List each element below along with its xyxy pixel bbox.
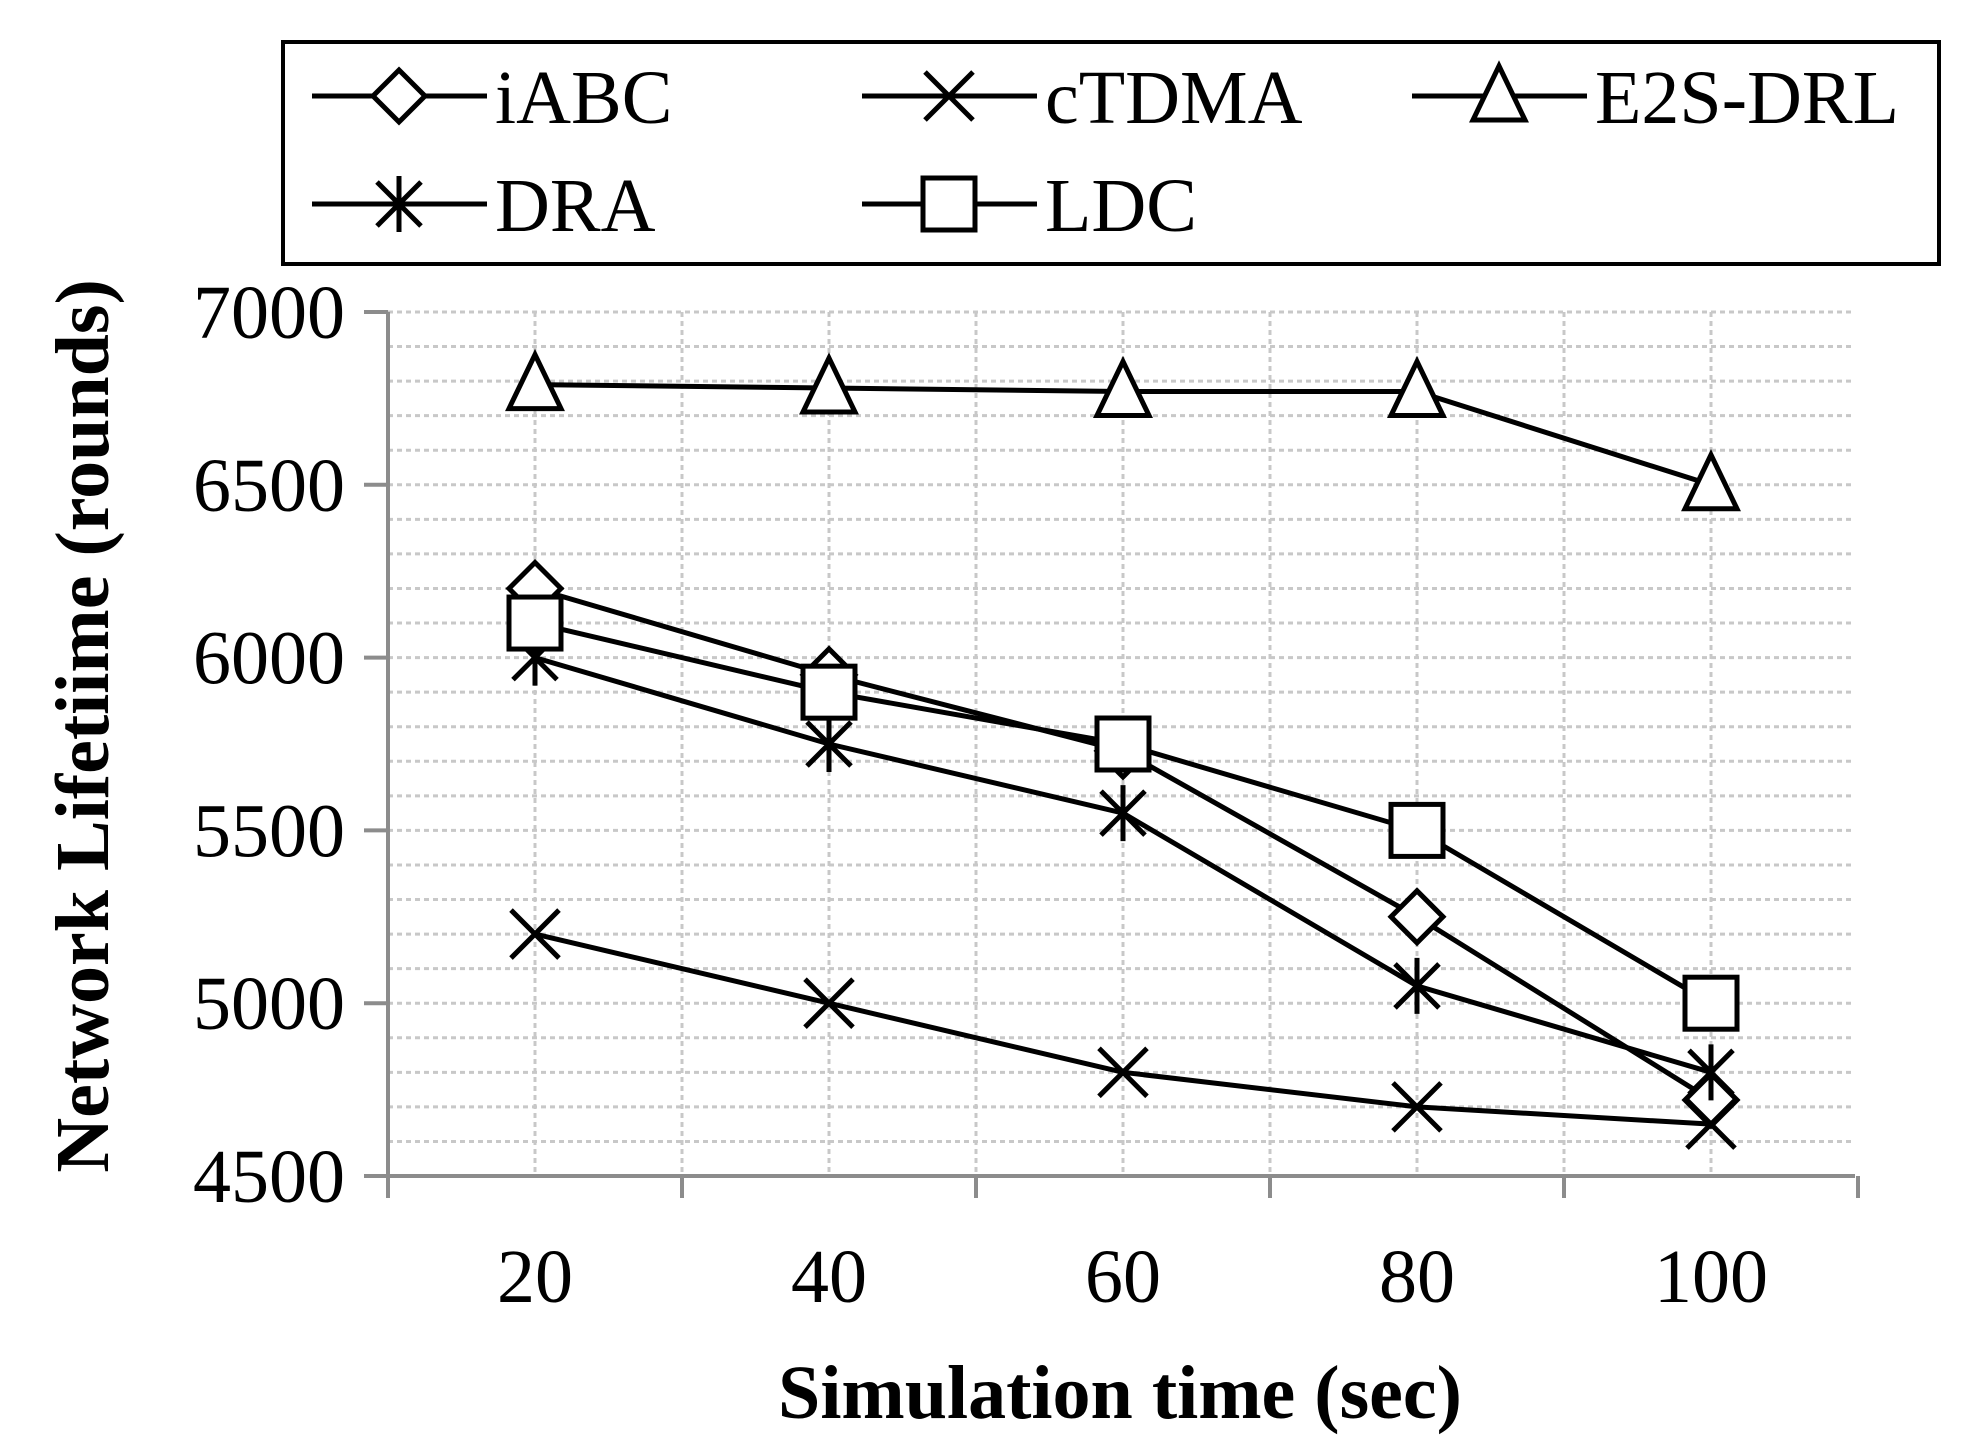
legend-box xyxy=(281,40,1941,266)
legend-entry-dra: DRA xyxy=(312,164,656,248)
axes-layer xyxy=(364,310,1860,1198)
y-tick-label: 6000 xyxy=(193,617,345,701)
data-point-ldc xyxy=(1388,801,1446,859)
y-tick-label: 6500 xyxy=(193,444,345,528)
legend-marker-e2s-drl xyxy=(1469,60,1529,123)
series-ctdma xyxy=(509,908,1737,1150)
y-tick-label: 7000 xyxy=(193,271,345,355)
data-point-ctdma xyxy=(1097,1046,1149,1099)
legend-entry-e2s-drl: E2S-DRL xyxy=(1412,56,1899,140)
grid-layer xyxy=(388,310,1855,1176)
legend-label-dra: DRA xyxy=(495,164,656,248)
data-point-e2s-drl xyxy=(1093,355,1153,418)
legend-marker-iabc xyxy=(369,66,429,126)
data-point-iabc xyxy=(1387,887,1447,947)
data-point-e2s-drl xyxy=(505,348,565,412)
tick-layer: 4500 5000 5500 6000 6500 7000 20 40 60 80 100 xyxy=(193,271,1768,1319)
data-point-ldc xyxy=(506,594,564,652)
x-tick-label: 100 xyxy=(1654,1235,1768,1319)
legend-entries: iABC cTDMA E2S-DRL DRA LDC xyxy=(312,56,1899,248)
series-e2s-drl xyxy=(505,348,1741,512)
data-point-dra xyxy=(805,716,853,772)
x-tick-label: 60 xyxy=(1085,1235,1161,1319)
legend-marker-ldc xyxy=(920,175,978,233)
legend-entry-ldc: LDC xyxy=(862,164,1197,248)
data-point-dra xyxy=(1393,957,1441,1014)
data-point-e2s-drl xyxy=(1387,355,1447,418)
legend-label-iabc: iABC xyxy=(495,56,672,140)
data-point-ldc xyxy=(1682,974,1740,1032)
data-point-ctdma xyxy=(1391,1081,1443,1133)
legend-entry-ctdma: cTDMA xyxy=(862,56,1303,140)
legend-label-ctdma: cTDMA xyxy=(1045,56,1303,140)
legend: iABC cTDMA E2S-DRL DRA LDC xyxy=(281,40,1941,266)
x-axis-title: Simulation time (sec) xyxy=(778,1351,1462,1435)
x-tick-label: 20 xyxy=(497,1235,573,1319)
y-tick-label: 4500 xyxy=(193,1135,345,1219)
legend-marker-dra xyxy=(375,176,423,232)
legend-label-e2s-drl: E2S-DRL xyxy=(1595,56,1899,140)
data-point-ctdma xyxy=(509,908,561,960)
x-tick-label: 80 xyxy=(1379,1235,1455,1319)
y-axis-title: Network Lifetiime (rounds) xyxy=(41,279,125,1173)
legend-entry-iabc: iABC xyxy=(312,56,672,140)
data-point-ctdma xyxy=(1685,1098,1737,1150)
data-point-dra xyxy=(1687,1044,1735,1101)
data-point-ldc xyxy=(1094,715,1152,773)
series-dra xyxy=(511,629,1735,1101)
x-tick-label: 40 xyxy=(791,1235,867,1319)
data-point-ldc xyxy=(800,663,858,721)
data-point-ctdma xyxy=(803,977,855,1029)
series-layer xyxy=(505,348,1741,1150)
series-ldc xyxy=(506,594,1740,1032)
y-tick-label: 5500 xyxy=(193,789,345,873)
legend-label-ldc: LDC xyxy=(1045,164,1197,248)
legend-marker-ctdma xyxy=(923,70,975,122)
data-point-e2s-drl xyxy=(1681,449,1741,512)
y-tick-label: 5000 xyxy=(193,962,345,1046)
data-point-e2s-drl xyxy=(799,352,859,415)
data-point-dra xyxy=(1099,785,1147,842)
